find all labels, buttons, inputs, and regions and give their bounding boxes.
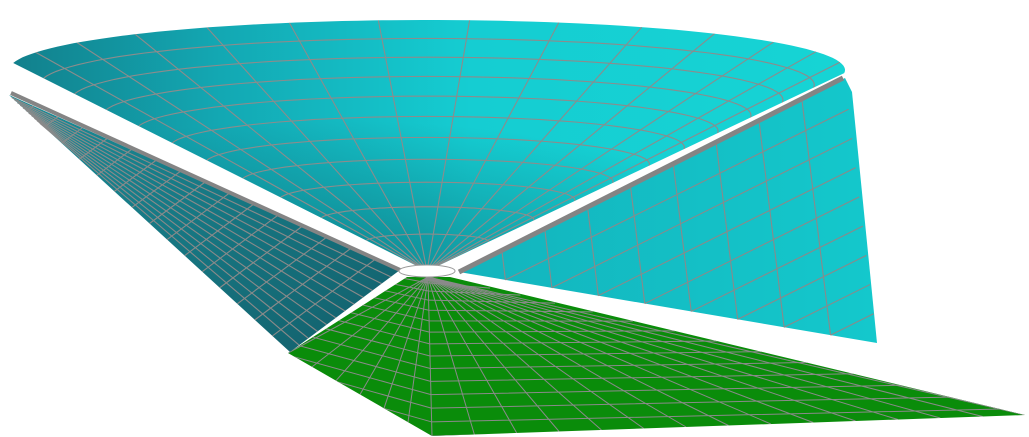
mesh-line: [14, 99, 382, 285]
mesh-curve: [105, 75, 752, 118]
mesh-curve: [288, 331, 861, 382]
mesh-line: [426, 61, 841, 271]
mesh-line: [166, 192, 230, 241]
mesh-line: [35, 51, 428, 271]
mesh-line: [427, 277, 983, 417]
mesh-line: [288, 22, 428, 271]
left-seam-edge: [10, 91, 401, 272]
mesh-line: [426, 26, 643, 271]
mesh-line: [311, 277, 429, 368]
mesh-line: [206, 27, 428, 271]
mesh-line: [22, 107, 355, 305]
mesh-line: [427, 277, 433, 436]
mesh-line: [19, 104, 364, 298]
mesh-curve: [288, 315, 765, 357]
cone-outer-left-wall: [9, 95, 400, 352]
mesh-line: [26, 105, 34, 112]
mesh-line: [630, 186, 646, 304]
mesh-curve: [280, 181, 576, 202]
mesh-line: [426, 22, 560, 271]
mesh-line: [427, 277, 687, 428]
mesh-line: [544, 229, 553, 288]
mesh-line: [644, 196, 860, 305]
mesh-line: [377, 20, 428, 271]
mesh-line: [272, 258, 376, 337]
mesh-line: [114, 160, 156, 192]
mesh-curve: [365, 233, 489, 243]
mesh-curve: [43, 37, 815, 88]
right-seam-edge: [457, 75, 845, 275]
mesh-line: [254, 247, 352, 321]
mesh-line: [587, 207, 599, 296]
mesh-line: [801, 101, 832, 336]
mesh-line: [427, 277, 941, 419]
mesh-line: [76, 42, 428, 271]
mesh-line: [501, 250, 506, 280]
outer-wall-mesh: [11, 97, 874, 346]
mesh-line: [219, 225, 303, 289]
mesh-curve: [288, 323, 812, 370]
apex-opening: [398, 264, 456, 278]
mesh-line: [426, 51, 817, 271]
mesh-line: [427, 277, 899, 420]
mesh-curve: [361, 277, 491, 289]
cone-outer-right-wall: [459, 78, 877, 343]
mesh-curve: [288, 339, 910, 396]
mesh-line: [149, 182, 205, 224]
mesh-line: [61, 127, 83, 144]
mesh-curve: [206, 136, 650, 166]
inner-surface-mesh: [35, 20, 841, 271]
mesh-line: [737, 254, 867, 320]
mesh-line: [407, 277, 429, 423]
mesh-line: [33, 117, 318, 332]
mesh-line: [426, 33, 715, 271]
mesh-line: [427, 277, 645, 429]
mesh-line: [758, 122, 785, 328]
mesh-line: [28, 112, 337, 319]
mesh-line: [672, 165, 692, 312]
mesh-line: [427, 277, 1025, 416]
mesh-line: [96, 149, 132, 176]
mesh-line: [427, 277, 856, 422]
mesh-line: [25, 109, 346, 312]
mesh-line: [17, 102, 373, 291]
mesh-line: [427, 277, 602, 431]
mesh-line: [359, 277, 429, 395]
mesh-curve: [242, 158, 614, 184]
mesh-line: [78, 138, 108, 160]
mesh-curve: [171, 115, 685, 150]
mesh-line: [236, 236, 328, 305]
mesh-line: [335, 277, 429, 381]
mesh-line: [426, 41, 774, 271]
mesh-line: [11, 97, 392, 278]
mesh-line: [288, 277, 429, 354]
mesh-curve: [74, 56, 784, 103]
mesh-line: [31, 115, 327, 326]
mesh-curve: [138, 95, 719, 134]
mesh-line: [131, 171, 181, 208]
mesh-line: [715, 143, 739, 320]
ground-plane-mesh: [288, 277, 1025, 436]
mesh-line: [830, 313, 874, 336]
mesh-line: [39, 122, 300, 346]
inner-surface-shading: [13, 20, 845, 271]
mesh-curve: [320, 206, 535, 221]
mesh-line: [551, 137, 853, 289]
mesh-line: [201, 214, 279, 273]
mesh-line: [43, 116, 59, 128]
mesh-line: [184, 203, 254, 257]
mesh-line: [426, 20, 471, 271]
mesh-line: [134, 33, 428, 271]
mesh-curve: [288, 356, 1013, 423]
